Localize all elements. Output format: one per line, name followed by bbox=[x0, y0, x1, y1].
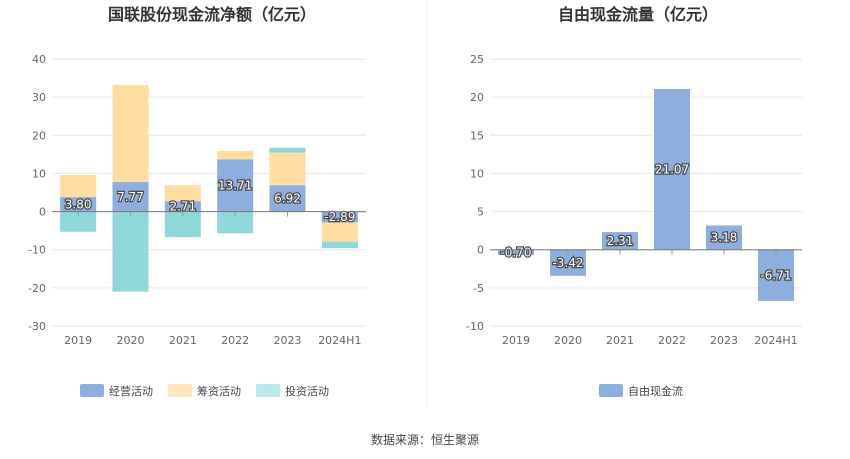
bar-operating-2020[interactable] bbox=[112, 181, 149, 212]
data-label: 21.07 bbox=[655, 162, 689, 176]
bar-operating-2023[interactable] bbox=[269, 185, 306, 212]
data-label: 13.71 bbox=[218, 178, 252, 192]
legend-label-fcf[interactable]: 自由现金流 bbox=[628, 384, 683, 398]
y-tick-label: 0 bbox=[39, 206, 46, 219]
left-chart-title: 国联股份现金流净额（亿元） bbox=[108, 5, 316, 24]
y-tick-label: 5 bbox=[477, 206, 484, 219]
bar-investing-2023[interactable] bbox=[269, 147, 306, 153]
x-tick-label: 2019 bbox=[502, 334, 530, 347]
y-tick-label: 10 bbox=[470, 167, 484, 180]
legend-swatch-investing[interactable] bbox=[256, 384, 280, 397]
data-label: 2.71 bbox=[169, 199, 196, 213]
bar-operating-2019[interactable] bbox=[60, 197, 97, 212]
y-tick-label: 25 bbox=[470, 53, 484, 66]
data-label: 3.18 bbox=[711, 231, 738, 245]
x-tick-label: 2021 bbox=[169, 334, 197, 347]
legend-label-financing[interactable]: 筹资活动 bbox=[197, 384, 241, 398]
bar-fcf-2023[interactable] bbox=[706, 225, 742, 250]
x-tick-label: 2022 bbox=[658, 334, 686, 347]
legend-swatch-fcf[interactable] bbox=[599, 384, 623, 397]
x-tick-label: 2023 bbox=[710, 334, 738, 347]
bar-financing-2024H1[interactable] bbox=[321, 222, 358, 242]
y-tick-label: 20 bbox=[32, 129, 46, 142]
left-chart: 40 30 20 10 0 -10 -20 -30 2019 3.80 2020 7.77 2021 2.… bbox=[28, 53, 366, 347]
bar-operating-2024H1[interactable] bbox=[321, 211, 358, 223]
bar-investing-2019[interactable] bbox=[60, 211, 97, 232]
x-tick-label: 2024H1 bbox=[318, 334, 361, 347]
y-tick-label: 20 bbox=[470, 91, 484, 104]
legend-swatch-operating[interactable] bbox=[80, 384, 104, 397]
y-tick-label: 10 bbox=[32, 167, 46, 180]
right-legend: 自由现金流 bbox=[599, 384, 683, 398]
bar-operating-2022[interactable] bbox=[217, 159, 254, 212]
bar-fcf-2022[interactable] bbox=[654, 88, 690, 250]
bar-fcf-2021[interactable] bbox=[602, 232, 638, 250]
bar-investing-2020[interactable] bbox=[112, 211, 149, 292]
bar-fcf-2024H1[interactable] bbox=[758, 249, 794, 301]
y-tick-label: 30 bbox=[32, 91, 46, 104]
y-tick-label: -30 bbox=[28, 320, 46, 333]
data-label: 7.77 bbox=[117, 190, 144, 204]
right-chart: 25 20 15 10 5 0 -5 -10 2019 -0.70 2020 -3.42 2021 2.3… bbox=[466, 53, 802, 347]
bar-financing-2020[interactable] bbox=[112, 85, 149, 182]
x-tick-label: 2019 bbox=[64, 334, 92, 347]
x-tick-label: 2023 bbox=[274, 334, 302, 347]
legend-label-operating[interactable]: 经营活动 bbox=[109, 384, 153, 398]
x-tick-label: 2020 bbox=[554, 334, 582, 347]
bar-financing-2023[interactable] bbox=[269, 152, 306, 186]
y-tick-label: -10 bbox=[28, 244, 46, 257]
data-label: -3.42 bbox=[552, 256, 583, 270]
bar-operating-2021[interactable] bbox=[164, 201, 201, 212]
x-tick-label: 2020 bbox=[117, 334, 145, 347]
bar-investing-2022[interactable] bbox=[217, 211, 254, 234]
legend-label-investing[interactable]: 投资活动 bbox=[285, 384, 329, 398]
x-tick-label: 2024H1 bbox=[754, 334, 797, 347]
y-tick-label: -5 bbox=[473, 282, 484, 295]
y-tick-label: -20 bbox=[28, 282, 46, 295]
left-legend: 经营活动 筹资活动 投资活动 bbox=[80, 384, 329, 398]
data-label: 3.80 bbox=[65, 197, 92, 211]
y-tick-label: -10 bbox=[466, 320, 484, 333]
data-label: -6.71 bbox=[760, 268, 791, 282]
legend-swatch-financing[interactable] bbox=[168, 384, 192, 397]
bar-financing-2022[interactable] bbox=[217, 150, 254, 160]
y-tick-label: 15 bbox=[470, 129, 484, 142]
bar-financing-2019[interactable] bbox=[60, 174, 97, 198]
right-chart-title: 自由现金流量（亿元） bbox=[558, 5, 718, 24]
y-tick-label: 40 bbox=[32, 53, 46, 66]
bar-financing-2021[interactable] bbox=[164, 185, 201, 202]
source-note: 数据来源：恒生聚源 bbox=[371, 432, 479, 447]
y-tick-label: 0 bbox=[477, 244, 484, 257]
data-label: 6.92 bbox=[274, 191, 301, 205]
x-tick-label: 2021 bbox=[606, 334, 634, 347]
data-label: 2.31 bbox=[607, 234, 634, 248]
data-label: -0.70 bbox=[500, 245, 531, 259]
data-label: -2.89 bbox=[324, 210, 355, 224]
x-tick-label: 2022 bbox=[221, 334, 249, 347]
bar-investing-2024H1[interactable] bbox=[321, 241, 358, 249]
